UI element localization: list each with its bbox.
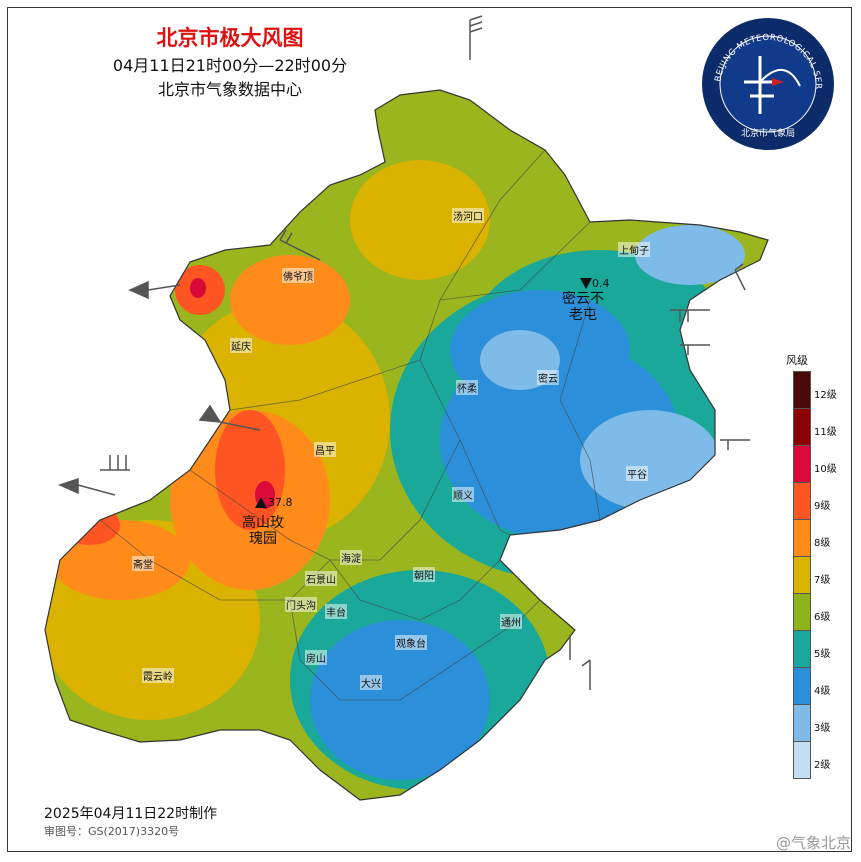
legend-label: 4级 [814,686,831,697]
legend-swatch [793,593,811,631]
wind-barb [734,263,746,291]
wind-barb [720,439,750,450]
legend-label: 3级 [814,723,831,734]
wind-barb [581,659,591,690]
legend-swatch [793,556,811,594]
legend-swatch [793,408,811,446]
legend-swatch [793,667,811,705]
legend-swatch [793,704,811,742]
review-number: 审图号：GS(2017)3320号 [44,825,180,838]
place-chaoyang: 朝阳 [413,567,435,582]
min-station-marker [580,278,592,289]
place-shangdianzi: 上甸子 [618,242,650,257]
wind-barb [100,455,130,471]
watermark: @气象北京 [775,834,851,852]
legend-swatch [793,445,811,483]
issuer: 北京市气象数据中心 [157,80,302,99]
legend-label: 8级 [814,538,831,549]
legend-swatch [793,630,811,668]
map-title: 北京市极大风图 [156,26,304,50]
place-daxing: 大兴 [360,675,382,690]
legend [793,371,811,779]
place-shunyi: 顺义 [452,487,474,502]
place-changping: 昌平 [314,442,336,457]
wind-barb [279,229,321,261]
wind-barb [469,15,483,60]
legend-title: 风级 [786,354,808,367]
place-fangshan: 房山 [305,650,327,665]
place-huairou: 怀柔 [456,380,478,395]
time-range: 04月11日21时00分—22时00分 [112,56,348,75]
max-station-marker [255,497,267,508]
wind-barb [128,280,181,300]
place-mentougou: 门头沟 [285,597,317,612]
wind-barb [680,344,710,355]
place-guanxiangtai: 观象台 [395,635,427,650]
legend-label: 10级 [814,464,837,475]
min-station-value: 0.4 [592,277,610,290]
map-frame [7,7,852,852]
place-xiayunling: 霞云岭 [142,668,174,683]
max-station-name: 高山玫 瑰园 [242,515,284,547]
place-pinggu: 平谷 [626,466,648,481]
legend-swatch [793,519,811,557]
place-haidian: 海淀 [340,550,362,565]
legend-swatch [793,482,811,520]
place-tanghekou: 汤河口 [452,208,484,223]
max-station-value: 37.8 [268,496,293,509]
wind-barb [57,477,116,496]
legend-swatch [793,371,811,409]
meteorological-service-logo: BEIJING METEOROLOGICAL SERVICE 北京市气象局 [700,16,834,150]
place-tongzhou: 通州 [500,614,522,629]
place-fengtai: 丰台 [325,604,347,619]
place-shijingshan: 石景山 [305,571,337,586]
wind-barb [670,309,710,322]
legend-label: 7级 [814,575,831,586]
place-miyun: 密云 [537,370,559,385]
legend-label: 9级 [814,501,831,512]
logo-name: 北京市气象局 [741,127,795,139]
place-zhaitang: 斋堂 [132,556,154,571]
legend-label: 5级 [814,649,831,660]
legend-label: 12级 [814,390,837,401]
wind-barb [198,404,261,431]
place-yanqing: 延庆 [230,338,252,353]
min-station-name: 密云不 老屯 [562,291,604,323]
made-at: 2025年04月11日22时制作 [44,806,218,822]
place-badaling: 佛爷顶 [282,268,314,283]
legend-swatch [793,741,811,779]
legend-label: 2级 [814,760,831,771]
legend-label: 11级 [814,427,837,438]
legend-label: 6级 [814,612,831,623]
